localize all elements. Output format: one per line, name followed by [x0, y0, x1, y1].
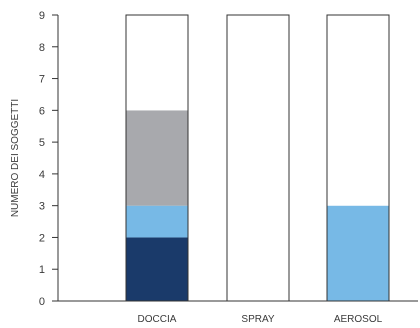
x-category-label: AEROSOL: [334, 314, 383, 325]
bar-segment-doccia-2: [126, 110, 188, 206]
bars-group: [125, 14, 390, 302]
y-tick-label: 4: [39, 169, 45, 181]
x-axis: DOCCIA SPRAY AEROSOL: [58, 300, 418, 325]
bar-segment-doccia-0: [126, 237, 188, 301]
x-category-label: SPRAY: [241, 314, 274, 325]
bar-segment-doccia-1: [126, 205, 188, 238]
y-tick-label: 7: [39, 74, 45, 86]
bar-segment-aerosol-1: [327, 205, 389, 301]
bar-segment-doccia-3: [126, 15, 188, 111]
x-category-label: DOCCIA: [138, 314, 177, 325]
y-tick-label: 6: [39, 105, 45, 117]
y-tick-label: 9: [39, 10, 45, 22]
y-tick-label: 0: [39, 296, 45, 308]
y-tick-label: 8: [39, 42, 45, 54]
y-axis: 0 1 2 3 4 5 6 7 8 9: [39, 10, 59, 308]
y-tick-label: 1: [39, 264, 45, 276]
y-tick-label: 5: [39, 137, 45, 149]
y-tick-label: 2: [39, 232, 45, 244]
bar-segment-aerosol-3: [327, 15, 389, 206]
bar-segment-spray-3: [227, 15, 289, 301]
y-tick-label: 3: [39, 201, 45, 213]
y-axis-title: NUMERO DEI SOGGETTI: [10, 99, 21, 217]
